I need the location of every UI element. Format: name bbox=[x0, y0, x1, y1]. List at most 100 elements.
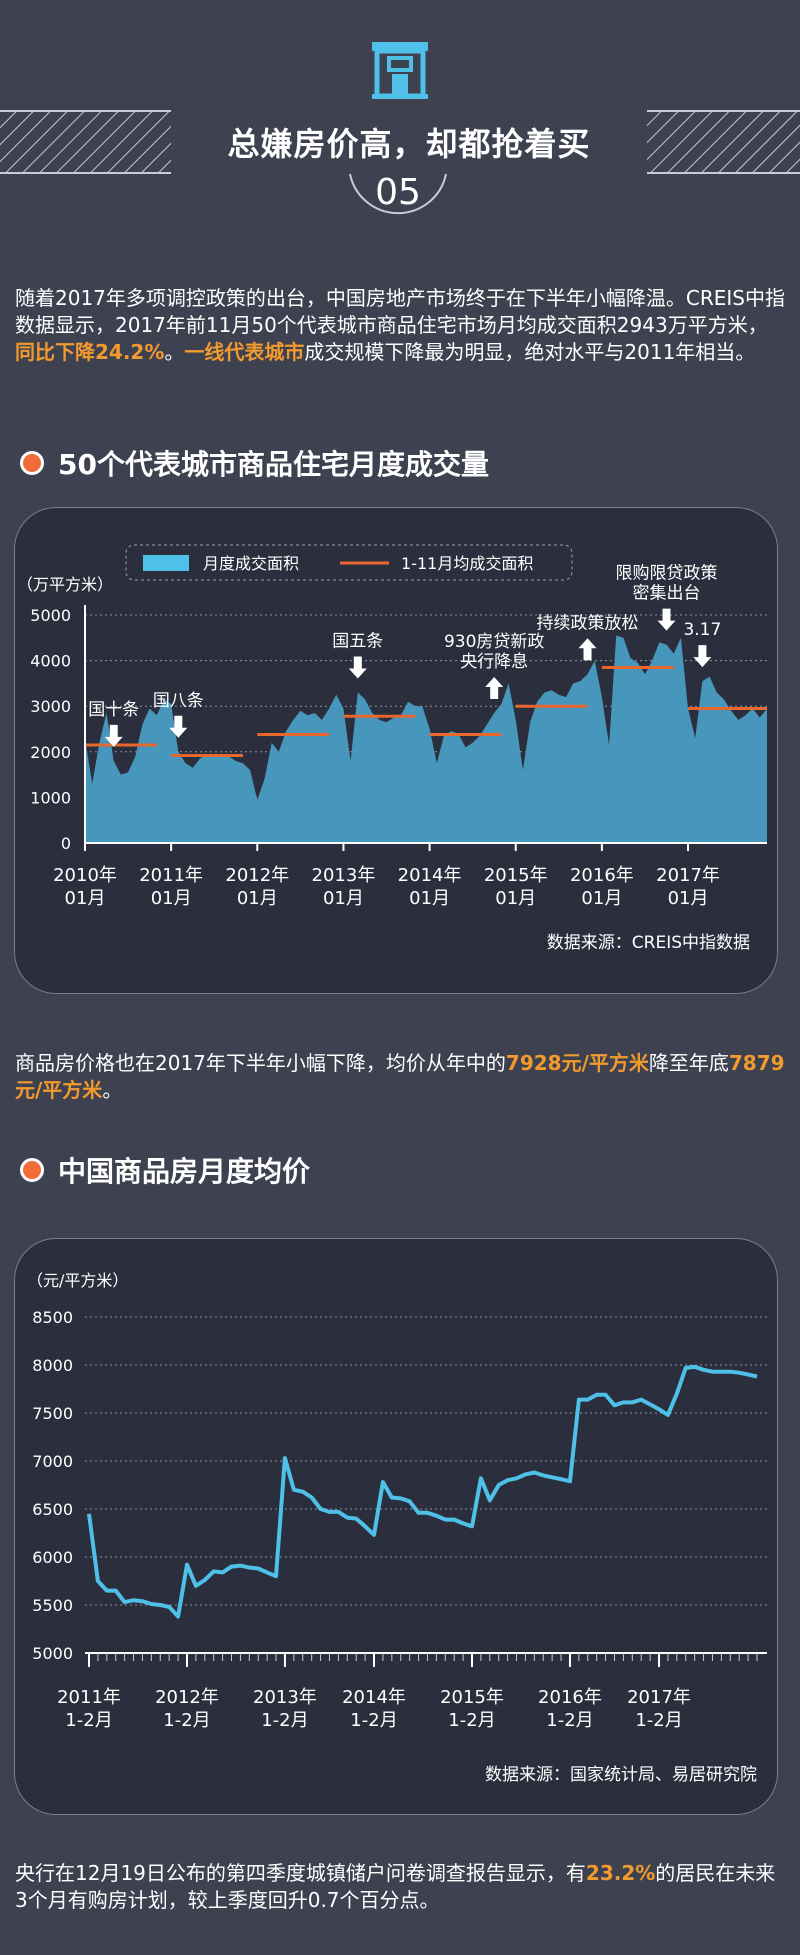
annotation-label: 央行降息 bbox=[460, 652, 528, 672]
legend-box bbox=[125, 544, 573, 581]
annotation-label: 国十条 bbox=[88, 700, 139, 720]
arrow-down-icon bbox=[348, 656, 367, 679]
intro-text-2: 。 bbox=[164, 340, 185, 364]
price-text-1: 商品房价格也在2017年下半年小幅下降，均价从年中的 bbox=[15, 1051, 506, 1075]
x-tick-label-year: 2013年 bbox=[253, 1687, 317, 1708]
x-tick-label-month: 1-2月 bbox=[65, 1710, 112, 1731]
x-tick-label-year: 2016年 bbox=[570, 865, 634, 886]
intro-highlight-2: 一线代表城市 bbox=[184, 340, 305, 364]
page-title: 总嫌房价高，却都抢着买 bbox=[171, 110, 647, 174]
annotation-label: 持续政策放松 bbox=[537, 613, 639, 633]
x-tick-label-year: 2012年 bbox=[225, 865, 289, 886]
x-tick-label-year: 2011年 bbox=[57, 1687, 121, 1708]
annotation-label: 930房贷新政 bbox=[444, 632, 544, 652]
y-tick-label: 2000 bbox=[30, 743, 71, 762]
x-tick-label-month: 1-2月 bbox=[163, 1710, 210, 1731]
x-tick-label-month: 01月 bbox=[581, 888, 622, 909]
annotation-label: 3.17 bbox=[683, 620, 721, 640]
arrow-down-icon bbox=[657, 608, 676, 631]
legend-swatch-area bbox=[143, 555, 189, 571]
y-tick-label: 7000 bbox=[32, 1452, 73, 1471]
data-source: 数据来源：CREIS中指数据 bbox=[547, 933, 750, 953]
arrow-down-icon bbox=[693, 645, 712, 668]
y-tick-label: 5500 bbox=[32, 1596, 73, 1615]
y-tick-label: 0 bbox=[61, 834, 71, 853]
intro-text-3: 成交规模下降最为明显，绝对水平与2011年相当。 bbox=[304, 340, 756, 364]
annotation-label: 国五条 bbox=[332, 632, 383, 652]
y-tick-label: 6000 bbox=[32, 1548, 73, 1567]
section-heading-price: 中国商品房月度均价 bbox=[20, 1150, 310, 1190]
x-tick-label-month: 01月 bbox=[65, 888, 106, 909]
annotation-label: 密集出台 bbox=[632, 584, 700, 604]
section-number: 05 bbox=[375, 172, 421, 213]
x-tick-label-month: 01月 bbox=[323, 888, 364, 909]
annotation-label: 限购限贷政策 bbox=[615, 564, 717, 584]
y-tick-label: 1000 bbox=[30, 788, 71, 807]
intro-text-1: 随着2017年多项调控政策的出台，中国房地产市场终于在下半年小幅降温。CREIS… bbox=[15, 286, 785, 337]
annotation-label: 国八条 bbox=[153, 691, 204, 711]
y-tick-label: 5000 bbox=[32, 1644, 73, 1663]
x-tick-label-month: 1-2月 bbox=[261, 1710, 308, 1731]
y-tick-label: 5000 bbox=[30, 606, 71, 625]
price-highlight-1: 7928元/平方米 bbox=[505, 1051, 649, 1075]
price-text-3: 。 bbox=[102, 1078, 123, 1102]
x-tick-label-month: 1-2月 bbox=[546, 1710, 593, 1731]
volume-chart-panel: 月度成交面积 1-11月均成交面积 （万平方米） 0 1000 2000 3000 4000 5… bbox=[14, 507, 778, 994]
y-axis-label: （元/平方米） bbox=[27, 1271, 128, 1290]
price-line bbox=[87, 1364, 758, 1619]
legend-label-avg: 1-11月均成交面积 bbox=[401, 554, 533, 573]
price-paragraph: 商品房价格也在2017年下半年小幅下降，均价从年中的7928元/平方米降至年底7… bbox=[15, 1050, 785, 1104]
x-tick-label-month: 01月 bbox=[151, 888, 192, 909]
x-tick-label-year: 2015年 bbox=[484, 865, 548, 886]
x-tick-label-year: 2011年 bbox=[139, 865, 203, 886]
arrow-up-icon bbox=[485, 677, 504, 700]
price-chart-panel: （元/平方米） 5000 5500 6000 6500 7000 7500 8000 8500 2… bbox=[14, 1238, 778, 1815]
x-tick-label-year: 2017年 bbox=[627, 1687, 691, 1708]
section-title-volume: 50个代表城市商品住宅月度成交量 bbox=[58, 448, 489, 481]
y-tick-label: 8500 bbox=[32, 1308, 73, 1327]
footer-paragraph: 央行在12月19日公布的第四季度城镇储户问卷调查报告显示，有23.2%的居民在未… bbox=[15, 1860, 785, 1914]
building-icon bbox=[372, 42, 428, 99]
y-tick-label: 4000 bbox=[30, 652, 71, 671]
y-tick-label: 6500 bbox=[32, 1500, 73, 1519]
bullet-dot-icon bbox=[20, 1158, 44, 1182]
price-chart: （元/平方米） 5000 5500 6000 6500 7000 7500 8000 8500 2… bbox=[27, 1271, 767, 1785]
intro-highlight-1: 同比下降24.2% bbox=[15, 340, 165, 364]
y-tick-label: 8000 bbox=[32, 1356, 73, 1375]
arrow-down-icon bbox=[104, 724, 123, 747]
footer-text-2: 的居民在未来3个月有购房计划，较上季度回升0.7个百分点。 bbox=[15, 1861, 776, 1912]
intro-paragraph: 随着2017年多项调控政策的出台，中国房地产市场终于在下半年小幅降温。CREIS… bbox=[15, 285, 785, 366]
volume-chart: 月度成交面积 1-11月均成交面积 （万平方米） 0 1000 2000 3000 4000 5… bbox=[17, 544, 767, 953]
section-heading-volume: 50个代表城市商品住宅月度成交量 bbox=[20, 443, 489, 483]
x-tick-label-year: 2013年 bbox=[312, 865, 376, 886]
x-tick-label-month: 1-2月 bbox=[448, 1710, 495, 1731]
section-number-arc bbox=[349, 173, 447, 215]
x-tick-label-year: 2010年 bbox=[53, 865, 117, 886]
legend-label-area: 月度成交面积 bbox=[203, 554, 299, 573]
x-tick-label-year: 2017年 bbox=[656, 865, 720, 886]
price-highlight-2: 7879元/平方米 bbox=[15, 1051, 785, 1102]
price-text-2: 降至年底 bbox=[648, 1051, 729, 1075]
x-tick-label-year: 2015年 bbox=[440, 1687, 504, 1708]
x-tick-label-month: 01月 bbox=[668, 888, 709, 909]
x-tick-label-year: 2014年 bbox=[398, 865, 462, 886]
bullet-dot-icon bbox=[20, 451, 44, 475]
x-tick-label-year: 2012年 bbox=[155, 1687, 219, 1708]
y-axis-label: （万平方米） bbox=[17, 575, 113, 594]
footer-highlight-1: 23.2% bbox=[585, 1861, 656, 1885]
x-tick-label-year: 2016年 bbox=[538, 1687, 602, 1708]
arrow-up-icon bbox=[578, 638, 597, 661]
footer-text-1: 央行在12月19日公布的第四季度城镇储户问卷调查报告显示，有 bbox=[15, 1861, 586, 1885]
arrow-down-icon bbox=[169, 715, 188, 738]
x-tick-label-month: 01月 bbox=[495, 888, 536, 909]
y-tick-label: 7500 bbox=[32, 1404, 73, 1423]
x-tick-label-year: 2014年 bbox=[342, 1687, 406, 1708]
x-tick-label-month: 1-2月 bbox=[635, 1710, 682, 1731]
volume-area bbox=[85, 635, 767, 843]
x-tick-label-month: 01月 bbox=[409, 888, 450, 909]
section-title-price: 中国商品房月度均价 bbox=[58, 1155, 311, 1188]
x-tick-label-month: 01月 bbox=[237, 888, 278, 909]
data-source: 数据来源：国家统计局、易居研究院 bbox=[485, 1765, 757, 1785]
y-tick-label: 3000 bbox=[30, 697, 71, 716]
x-tick-label-month: 1-2月 bbox=[350, 1710, 397, 1731]
